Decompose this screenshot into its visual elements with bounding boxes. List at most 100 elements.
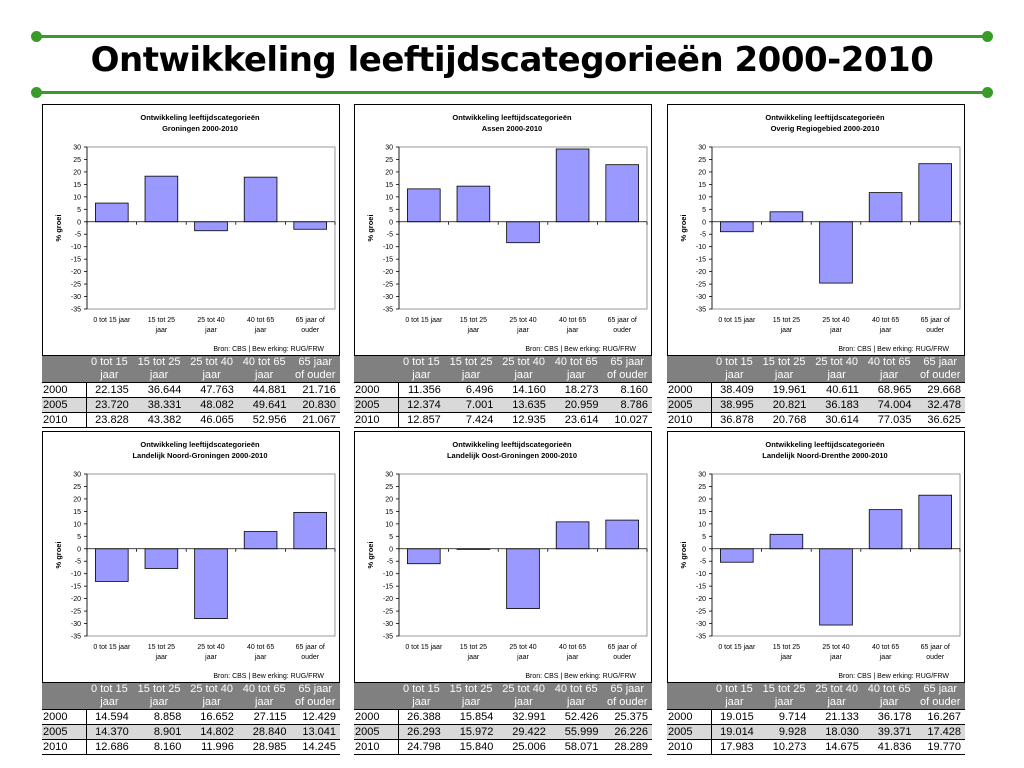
table-row: 2000 19.015 9.714 21.133 36.178 16.267 xyxy=(667,709,965,725)
bar xyxy=(95,548,129,582)
table-cell: 23.720 xyxy=(86,397,133,413)
table-column-header: 15 tot 25 jaar xyxy=(757,356,811,383)
y-tick-label: -10 xyxy=(383,571,393,578)
table-cell: 22.135 xyxy=(86,382,133,398)
chart-area: Ontwikkeling leeftijdscategorieën Overig … xyxy=(667,104,965,356)
x-tick-label: jaar xyxy=(879,327,892,334)
table-row-year: 2000 xyxy=(354,382,399,398)
table-row: 2005 12.374 7.001 13.635 20.959 8.786 xyxy=(354,397,652,413)
table-row: 2010 12.857 7.424 12.935 23.614 10.027 xyxy=(354,412,652,428)
x-tick-label: ouder xyxy=(301,327,320,334)
table-cell: 11.356 xyxy=(398,382,445,398)
x-tick-label: jaar xyxy=(516,654,529,661)
table-column-header: 65 jaar of ouder xyxy=(915,683,965,710)
bar xyxy=(819,548,853,626)
table-cell: 15.840 xyxy=(444,739,498,755)
bar xyxy=(243,176,278,223)
x-tick-label: 40 tot 65 xyxy=(872,317,899,324)
x-tick-label: jaar xyxy=(155,654,168,661)
rule-dot xyxy=(982,87,993,98)
y-tick-label: -25 xyxy=(696,609,706,616)
table-column-header: 25 tot 40 jaar xyxy=(185,356,238,383)
y-tick-label: 10 xyxy=(73,521,81,528)
x-tick-label: jaar xyxy=(829,327,842,334)
table-cell: 14.160 xyxy=(497,382,550,398)
x-tick-label: ouder xyxy=(301,654,320,661)
table-cell: 20.959 xyxy=(549,397,603,413)
y-tick-label: 5 xyxy=(77,534,81,541)
data-table: 0 tot 15 jaar 15 tot 25 jaar 25 tot 40 jaar 40… xyxy=(42,683,340,755)
table-cell: 14.802 xyxy=(185,724,238,740)
table-cell: 38.331 xyxy=(132,397,186,413)
table-cell: 12.686 xyxy=(86,739,133,755)
bar xyxy=(720,221,754,233)
table-column-header: 40 tot 65 jaar xyxy=(237,683,291,710)
table-row-year: 2010 xyxy=(354,739,399,755)
table-row-year: 2010 xyxy=(42,412,87,428)
x-tick-label: 25 tot 40 xyxy=(509,317,536,324)
table-column-header: 0 tot 15 jaar xyxy=(86,356,133,383)
y-tick-label: 10 xyxy=(698,521,706,528)
y-tick-label: -10 xyxy=(696,244,706,251)
y-tick-label: 0 xyxy=(389,219,393,226)
table-cell: 16.267 xyxy=(915,709,965,725)
table-cell: 26.293 xyxy=(398,724,445,740)
table-column-header: 25 tot 40 jaar xyxy=(497,683,550,710)
table-row: 2005 26.293 15.972 29.422 55.999 26.226 xyxy=(354,724,652,740)
bar xyxy=(918,494,952,550)
y-tick-label: 15 xyxy=(698,182,706,189)
table-cell: 9.928 xyxy=(757,724,811,740)
bar-chart: Ontwikkeling leeftijdscategorieën Assen 2… xyxy=(366,113,648,353)
table-cell: 19.015 xyxy=(711,709,758,725)
y-tick-label: -20 xyxy=(71,269,81,276)
y-axis-label: % groei xyxy=(54,541,63,568)
x-tick-label: ouder xyxy=(926,327,945,334)
table-row: 2000 14.594 8.858 16.652 27.115 12.429 xyxy=(42,709,340,725)
table-cell: 21.067 xyxy=(290,412,340,428)
bar xyxy=(605,519,639,550)
table-column-header: 40 tot 65 jaar xyxy=(549,683,603,710)
table-cell: 28.840 xyxy=(237,724,291,740)
table-cell: 25.006 xyxy=(497,739,550,755)
table-cell: 18.030 xyxy=(810,724,863,740)
y-tick-label: -5 xyxy=(700,232,706,239)
x-tick-label: 0 tot 15 jaar xyxy=(405,317,443,324)
y-tick-label: -15 xyxy=(696,257,706,264)
bar xyxy=(144,548,179,569)
table-column-header: 40 tot 65 jaar xyxy=(862,683,916,710)
table-cell: 36.644 xyxy=(132,382,186,398)
y-tick-label: 30 xyxy=(698,472,706,479)
table-row-year: 2000 xyxy=(667,382,712,398)
table-row: 2005 23.720 38.331 48.082 49.641 20.830 xyxy=(42,397,340,413)
chart-source: Bron: CBS | Bew erking: RUG/FRW xyxy=(525,346,636,353)
chart-panel: Ontwikkeling leeftijdscategorieën Landeli… xyxy=(42,431,340,755)
bar xyxy=(868,509,903,550)
x-tick-label: 15 tot 25 xyxy=(460,644,487,651)
y-tick-label: 10 xyxy=(385,521,393,528)
table-column-header: 25 tot 40 jaar xyxy=(810,356,863,383)
table-cell: 19.014 xyxy=(711,724,758,740)
table-cell: 26.226 xyxy=(602,724,652,740)
table-cell: 28.289 xyxy=(602,739,652,755)
x-tick-label: 65 jaar of xyxy=(608,644,637,651)
chart-source: Bron: CBS | Bew erking: RUG/FRW xyxy=(213,673,324,680)
y-tick-label: -35 xyxy=(71,307,81,314)
y-tick-label: -20 xyxy=(383,269,393,276)
chart-panel: Ontwikkeling leeftijdscategorieën Assen 2… xyxy=(354,104,652,428)
x-tick-label: jaar xyxy=(516,327,529,334)
bar xyxy=(918,163,952,223)
chart-title: Ontwikkeling leeftijdscategorieën xyxy=(140,440,260,449)
x-tick-label: 25 tot 40 xyxy=(822,644,849,651)
y-tick-label: 5 xyxy=(77,207,81,214)
table-row-year: 2000 xyxy=(667,709,712,725)
table-cell: 10.273 xyxy=(757,739,811,755)
x-tick-label: jaar xyxy=(467,327,480,334)
chart-title: Ontwikkeling leeftijdscategorieën xyxy=(765,440,885,449)
y-tick-label: 25 xyxy=(73,484,81,491)
chart-source: Bron: CBS | Bew erking: RUG/FRW xyxy=(213,346,324,353)
table-cell: 32.991 xyxy=(497,709,550,725)
table-cell: 12.935 xyxy=(497,412,550,428)
data-table: 0 tot 15 jaar 15 tot 25 jaar 25 tot 40 jaar 40… xyxy=(42,356,340,428)
table-row-year: 2005 xyxy=(354,397,399,413)
y-tick-label: 30 xyxy=(385,145,393,152)
